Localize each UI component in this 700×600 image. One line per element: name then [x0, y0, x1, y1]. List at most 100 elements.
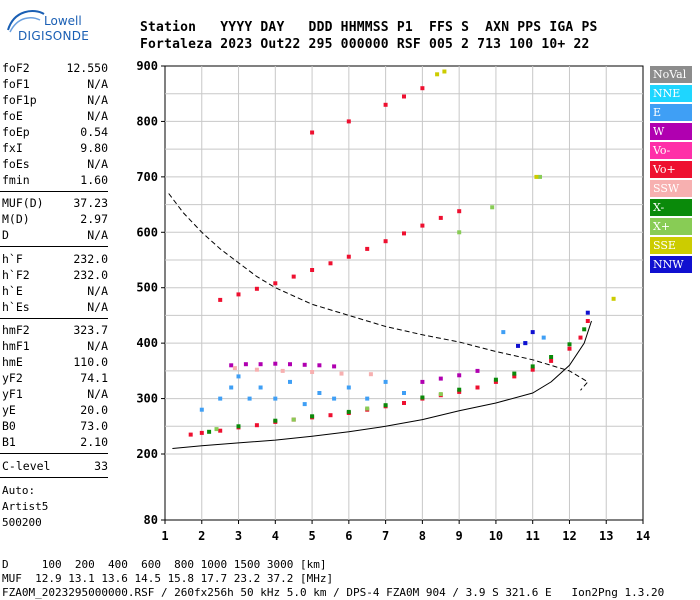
- point-vo-: [530, 367, 535, 372]
- footer-distance: D 100 200 400 600 800 1000 1500 3000 [km…: [2, 558, 327, 571]
- divider: [0, 318, 108, 319]
- point-e: [258, 385, 263, 390]
- param-value: 232.0: [73, 268, 108, 282]
- point-x-: [207, 429, 212, 434]
- logo-text-digisonde: DIGISONDE: [18, 29, 90, 43]
- point-e: [236, 374, 241, 379]
- point-x-: [538, 174, 542, 179]
- point-vo-: [438, 215, 443, 220]
- x-tick-label: 4: [272, 529, 279, 543]
- param-key: yE: [2, 403, 16, 417]
- point-e: [288, 379, 292, 384]
- point-vo-: [383, 102, 388, 107]
- divider: [0, 453, 108, 454]
- param-row: MUF(D) 37.23: [2, 196, 108, 210]
- param-key: yF1: [2, 387, 23, 401]
- point-ssw: [254, 367, 259, 372]
- point-x-: [549, 355, 554, 359]
- point-e: [501, 330, 506, 335]
- point-vo-: [457, 209, 462, 214]
- param-row: foF1 N/A: [2, 77, 108, 91]
- y-tick-label: 700: [136, 170, 158, 184]
- point-vo-: [254, 423, 259, 428]
- point-ssw: [368, 372, 373, 377]
- x-tick-label: 11: [525, 529, 539, 543]
- legend-item-vo-: Vo-: [650, 142, 692, 159]
- point-e: [273, 396, 278, 401]
- legend-item-vo-: Vo+: [650, 161, 692, 178]
- point-vo-: [218, 428, 223, 433]
- legend-item-ssw: SSW: [650, 180, 692, 197]
- param-key: yF2: [2, 371, 23, 385]
- point-vo-: [402, 94, 406, 99]
- param-key: foE: [2, 109, 23, 123]
- param-key: foEp: [2, 125, 30, 139]
- y-tick-label: 900: [136, 59, 158, 73]
- point-x-: [490, 205, 495, 210]
- point-x-: [582, 327, 587, 332]
- x-tick-label: 2: [198, 529, 205, 543]
- point-e: [302, 402, 307, 407]
- param-row: foEp 0.54: [2, 125, 108, 139]
- param-key: h`E: [2, 284, 23, 298]
- y-tick-label: 80: [144, 513, 158, 527]
- legend-item-nne: NNE: [650, 85, 692, 102]
- auto-label: Auto:: [2, 484, 36, 497]
- point-sse: [435, 72, 440, 77]
- point-nnw: [585, 310, 590, 315]
- point-ssw: [280, 368, 285, 373]
- point-w: [317, 363, 322, 368]
- x-tick-label: 9: [456, 529, 463, 543]
- x-tick-label: 8: [419, 529, 426, 543]
- point-vo-: [512, 374, 517, 379]
- point-e: [218, 396, 223, 401]
- point-x-: [438, 392, 443, 397]
- param-key: MUF(D): [2, 196, 44, 210]
- point-vo-: [578, 335, 583, 340]
- param-row: foEs N/A: [2, 157, 108, 171]
- param-value: 12.550: [66, 61, 108, 75]
- legend-item-sse: SSE: [650, 237, 692, 254]
- point-ssw: [310, 370, 315, 374]
- legend-item-noval: NoVal: [650, 66, 692, 83]
- param-value: 110.0: [73, 355, 108, 369]
- param-key: h`F: [2, 252, 23, 266]
- point-vo-: [493, 379, 498, 384]
- point-vo-: [328, 261, 333, 266]
- point-sse: [442, 69, 447, 74]
- point-vo-: [402, 401, 406, 405]
- param-key: h`Es: [2, 300, 30, 314]
- point-vo-: [567, 346, 572, 351]
- point-vo-: [475, 385, 480, 390]
- point-x-: [291, 417, 296, 422]
- y-tick-label: 300: [136, 392, 158, 406]
- footer-muf: MUF 12.9 13.1 13.6 14.5 15.8 17.7 23.2 3…: [2, 572, 334, 585]
- y-tick-label: 600: [136, 225, 158, 239]
- point-vo-: [310, 268, 315, 272]
- point-nnw: [516, 343, 520, 348]
- param-row: h`F2 232.0: [2, 268, 108, 282]
- point-sse: [611, 296, 616, 301]
- point-w: [420, 379, 425, 384]
- param-value: N/A: [87, 300, 108, 314]
- param-value: 0.54: [80, 125, 108, 139]
- header-values: Fortaleza 2023 Out22 295 000000 RSF 005 …: [140, 37, 590, 52]
- footer-file-info: FZA0M_2023295000000.RSF / 260fx256h 50 k…: [2, 586, 665, 599]
- point-vo-: [188, 432, 193, 437]
- point-x-: [214, 427, 219, 432]
- point-e: [332, 396, 337, 401]
- point-e: [365, 396, 370, 401]
- legend-item-e: E: [650, 104, 692, 121]
- param-value: N/A: [87, 109, 108, 123]
- param-value: N/A: [87, 157, 108, 171]
- x-tick-label: 3: [235, 529, 242, 543]
- point-vo-: [585, 319, 590, 323]
- param-key: B0: [2, 419, 16, 433]
- param-row: h`E N/A: [2, 284, 108, 298]
- param-value: 2.97: [80, 212, 108, 226]
- y-tick-label: 200: [136, 447, 158, 461]
- param-row: M(D) 2.97: [2, 212, 108, 226]
- param-key: h`F2: [2, 268, 30, 282]
- y-tick-label: 800: [136, 114, 158, 128]
